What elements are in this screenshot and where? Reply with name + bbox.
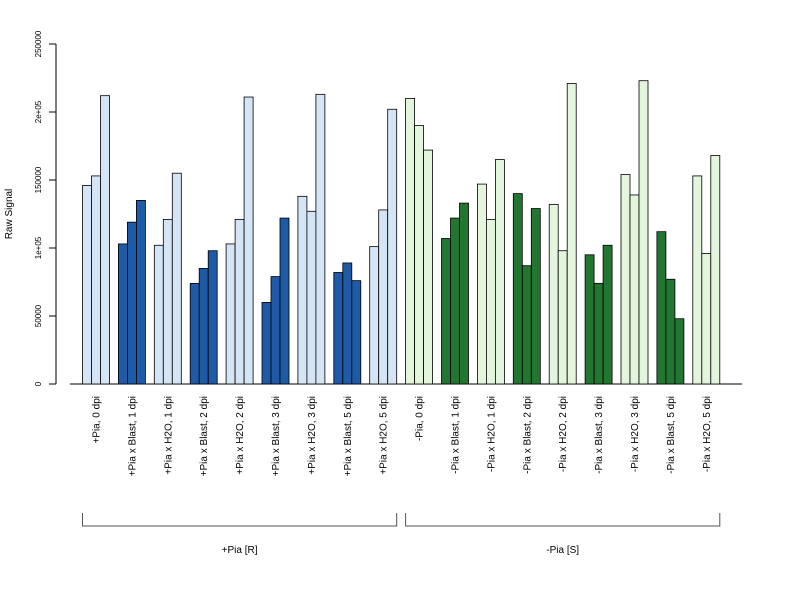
- bar: [369, 246, 380, 385]
- x-tick-label: +Pia x Blast, 5 dpi: [343, 396, 354, 476]
- x-tick-label: -Pia x H2O, 5 dpi: [702, 396, 713, 472]
- bar: [557, 250, 568, 385]
- x-tick-label: +Pia, 0 dpi: [92, 396, 103, 444]
- bar: [629, 194, 640, 385]
- bar: [127, 221, 137, 385]
- group-bracket: [405, 513, 721, 527]
- y-axis-ticks: 0 50000 1e+05 150000 2e+05 250000: [34, 30, 56, 386]
- y-tick-label: 0: [34, 381, 43, 386]
- bar: [485, 219, 496, 385]
- bar: [476, 183, 487, 385]
- y-tick-label: 1e+05: [34, 236, 43, 259]
- x-tick-label: +Pia x Blast, 3 dpi: [271, 396, 282, 476]
- bar: [153, 244, 164, 385]
- bar: [459, 202, 469, 385]
- bar: [530, 208, 541, 385]
- bar: [674, 318, 685, 385]
- bar: [423, 149, 434, 385]
- x-tick-label: -Pia x H2O, 1 dpi: [486, 396, 497, 472]
- bar: [548, 204, 559, 385]
- x-tick-label: -Pia x Blast, 2 dpi: [522, 396, 533, 474]
- x-tick-label: +Pia x H2O, 3 dpi: [307, 396, 318, 475]
- x-tick-label: +Pia x H2O, 1 dpi: [163, 396, 174, 475]
- group-brackets: +Pia [R] -Pia [S]: [82, 513, 721, 556]
- x-tick-label: -Pia x H2O, 3 dpi: [630, 396, 641, 472]
- bar: [710, 155, 721, 385]
- y-tick-label: 150000: [34, 166, 43, 193]
- bar: [494, 159, 505, 385]
- bar: [405, 98, 416, 385]
- bar: [351, 280, 362, 385]
- bar: [378, 209, 389, 385]
- bar: [225, 243, 236, 385]
- bar: [297, 195, 308, 385]
- x-tick-label: -Pia x Blast, 1 dpi: [451, 396, 462, 474]
- bar: [171, 172, 182, 385]
- bar: [279, 217, 290, 385]
- bar: [701, 253, 712, 385]
- bar: [82, 185, 92, 385]
- bar: [584, 254, 595, 385]
- bar: [512, 193, 523, 385]
- bar: [450, 217, 460, 385]
- x-tick-label: +Pia x H2O, 2 dpi: [235, 396, 246, 475]
- x-tick-label: +Pia x Blast, 1 dpi: [127, 396, 138, 476]
- bar: [118, 243, 128, 385]
- bar: [270, 276, 281, 385]
- bar: [414, 125, 425, 385]
- bar: [342, 262, 353, 385]
- x-tick-label: -Pia x Blast, 3 dpi: [594, 396, 605, 474]
- group-label: +Pia [R]: [222, 545, 258, 556]
- bar: [566, 83, 577, 385]
- bar: [91, 175, 101, 385]
- x-tick-label: -Pia x Blast, 5 dpi: [666, 396, 677, 474]
- x-tick-label: +Pia x Blast, 2 dpi: [199, 396, 210, 476]
- x-tick-label: -Pia, 0 dpi: [415, 396, 426, 441]
- bar: [162, 219, 173, 385]
- bar: [243, 96, 254, 385]
- x-tick-label: -Pia x H2O, 2 dpi: [558, 396, 569, 472]
- group-label: -Pia [S]: [546, 545, 579, 556]
- bar: [234, 219, 245, 385]
- bar: [333, 272, 344, 385]
- bar: [441, 238, 451, 385]
- bar: [198, 267, 209, 385]
- bars: [82, 80, 721, 385]
- x-tick-labels: +Pia, 0 dpi +Pia x Blast, 1 dpi +Pia x H2O…: [92, 396, 713, 476]
- bar: [189, 282, 200, 385]
- x-tick-label: +Pia x H2O, 5 dpi: [379, 396, 390, 475]
- y-tick-label: 250000: [34, 30, 43, 57]
- bar: [638, 80, 649, 385]
- bar: [692, 175, 703, 385]
- bar: [306, 210, 317, 385]
- bar: [135, 199, 146, 385]
- bar: [665, 278, 676, 385]
- bar: [620, 174, 631, 385]
- group-bracket: [82, 513, 398, 527]
- y-tick-label: 2e+05: [34, 100, 43, 123]
- bar: [656, 231, 667, 385]
- bar: [521, 265, 532, 385]
- y-tick-label: 50000: [34, 304, 43, 327]
- bar: [315, 93, 326, 385]
- bar: [593, 282, 604, 385]
- bar: [602, 244, 613, 385]
- y-axis-title: Raw Signal: [4, 189, 15, 240]
- bar: [261, 301, 272, 385]
- bar: [387, 108, 398, 385]
- bar: [207, 250, 218, 385]
- bar: [100, 95, 110, 385]
